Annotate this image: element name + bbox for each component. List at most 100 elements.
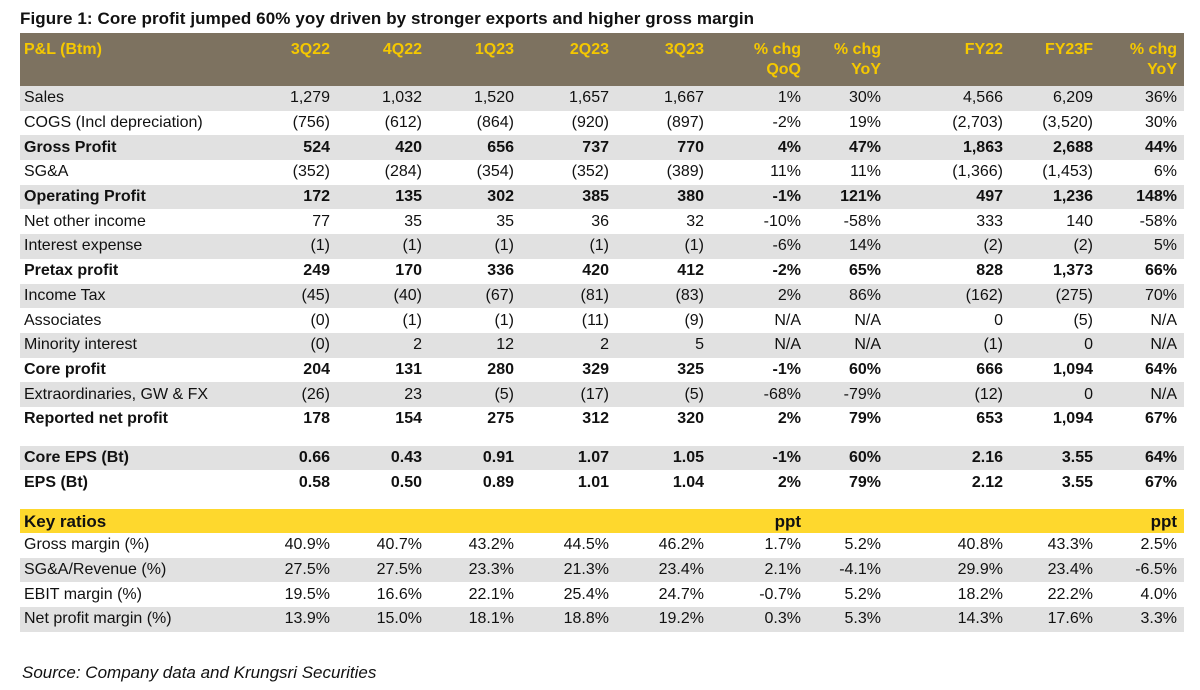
cell-value: 4.0%	[1140, 585, 1177, 603]
cell-value: (162)	[888, 283, 1010, 309]
cell-value: (2)	[1010, 234, 1100, 259]
cell-value: 4,566	[888, 86, 1010, 111]
cell-value: (897)	[666, 114, 704, 132]
cell-value: 25.4%	[563, 585, 609, 603]
cell-value: 336	[487, 262, 514, 280]
cell-value: -58%	[843, 212, 881, 230]
cell-value: 47%	[808, 135, 888, 161]
cell-value	[242, 59, 337, 86]
table-row: Sales 1,279 1,032 1,520 1,657 1,667 1% 30% 4,566…	[20, 86, 1184, 111]
table-row: Core EPS (Bt) 0.66 0.43 0.91 1.07 1.05 -1% 60% 2…	[20, 445, 1184, 471]
cell-value: (45)	[242, 283, 337, 309]
table-row: Operating Profit 172 135 302 385 380 -1% 121% 49…	[20, 184, 1184, 210]
cell-value: (67)	[429, 283, 521, 309]
cell-value	[888, 509, 1010, 533]
cell-value: 1,032	[337, 86, 429, 111]
cell-value: 2Q23	[521, 33, 616, 60]
cell-value: 18.2%	[957, 585, 1003, 603]
cell-value: 121%	[808, 184, 888, 210]
cell-value: 0.91	[429, 445, 521, 471]
cell-value: 23.4%	[1010, 557, 1100, 583]
cell-value: (0)	[310, 311, 330, 329]
table-row: COGS (Incl depreciation) (756) (612) (864) (…	[20, 111, 1184, 136]
cell-value: 35	[404, 212, 422, 230]
cell-value: 1.7%	[764, 536, 801, 554]
cell-value: 5.3%	[808, 607, 888, 632]
row-label: SG&A/Revenue (%)	[20, 557, 242, 583]
cell-value	[616, 509, 711, 533]
row-label: Associates	[24, 311, 102, 329]
cell-value: 70%	[1100, 283, 1184, 309]
cell-value: (2,703)	[952, 114, 1003, 132]
cell-value: (26)	[242, 382, 337, 407]
row-label: Operating Profit	[20, 184, 242, 210]
table-row: Income Tax (45) (40) (67) (81) (83) 2% 86% (162)…	[20, 283, 1184, 309]
cell-value: 36%	[1100, 86, 1184, 111]
cell-value	[616, 59, 711, 86]
cell-value: N/A	[854, 311, 881, 329]
cell-value: -4.1%	[808, 557, 888, 583]
cell-value: 22.2%	[1047, 585, 1093, 603]
cell-value: 67%	[1144, 473, 1177, 491]
cell-value: 1,373	[1052, 262, 1093, 280]
cell-value: N/A	[1150, 311, 1177, 329]
row-label: Gross Profit	[20, 135, 242, 161]
cell-value: (756)	[292, 114, 330, 132]
cell-value: 2	[337, 332, 429, 358]
cell-value: -1%	[711, 445, 808, 471]
table-row: Interest expense (1) (1) (1) (1) (1) -6% 14% (2)…	[20, 234, 1184, 259]
cell-value: 131	[395, 360, 422, 378]
cell-value: (389)	[666, 163, 704, 181]
cell-value: 44.5%	[563, 536, 609, 554]
cell-value: N/A	[1100, 382, 1184, 407]
cell-value: 4%	[711, 135, 808, 161]
cell-value: 23	[337, 382, 429, 407]
table-row: Gross margin (%) 40.9% 40.7% 43.2% 44.5% 46.2…	[20, 533, 1184, 558]
row-label: Core EPS (Bt)	[20, 445, 242, 471]
cell-value: 1,520	[429, 86, 521, 111]
cell-value: (83)	[616, 283, 711, 309]
cell-value: 420	[582, 262, 609, 280]
cell-value	[337, 59, 429, 86]
cell-value: (275)	[1010, 283, 1100, 309]
row-label: Net profit margin (%)	[20, 607, 242, 632]
cell-value: 1,094	[1052, 360, 1093, 378]
cell-value: 4Q22	[337, 33, 429, 60]
header-row: QoQ YoY YoY	[20, 59, 1184, 86]
cell-value: 13.9%	[242, 607, 337, 632]
cell-value: 2.12	[971, 473, 1003, 491]
cell-value: 19.5%	[284, 585, 330, 603]
cell-value: 2	[521, 332, 616, 358]
cell-value: 30%	[808, 86, 888, 111]
cell-value: (1)	[429, 234, 521, 259]
cell-value: 0.58	[298, 473, 330, 491]
cell-value: 1.07	[521, 445, 616, 471]
cell-value: -1%	[772, 360, 801, 378]
figure-title: Figure 1: Core profit jumped 60% yoy dri…	[20, 9, 755, 28]
spacer-row	[20, 432, 1184, 446]
table-row: Minority interest (0) 2 12 2 5 N/A N/A (1) 0 N/A	[20, 332, 1184, 358]
cell-value: 43.2%	[468, 536, 514, 554]
cell-value: (12)	[888, 382, 1010, 407]
cell-value: (5)	[616, 382, 711, 407]
cell-value: (9)	[684, 311, 704, 329]
cell-value: 312	[582, 410, 609, 428]
cell-value: 302	[429, 184, 521, 210]
cell-value: 385	[521, 184, 616, 210]
cell-value: 275	[487, 410, 514, 428]
cell-value: 16.6%	[376, 585, 422, 603]
cell-value: 656	[429, 135, 521, 161]
cell-value: (352)	[571, 163, 609, 181]
cell-value: YoY	[1100, 59, 1184, 86]
row-label: Reported net profit	[24, 410, 168, 428]
cell-value	[429, 59, 521, 86]
table-row: Associates (0) (1) (1) (11) (9) N/A N/A 0 (5) N/A	[20, 308, 1184, 333]
cell-value: 79%	[848, 410, 881, 428]
cell-value: 329	[582, 360, 609, 378]
cell-value: (17)	[521, 382, 616, 407]
table-row: Pretax profit 249 170 336 420 412 -2% 65% 828 1,3…	[20, 259, 1184, 284]
cell-value: 79%	[848, 473, 881, 491]
cell-value: 29.9%	[888, 557, 1010, 583]
table-row: SG&A/Revenue (%) 27.5% 27.5% 23.3% 21.3% 23.4…	[20, 557, 1184, 583]
row-label: Minority interest	[20, 332, 242, 358]
